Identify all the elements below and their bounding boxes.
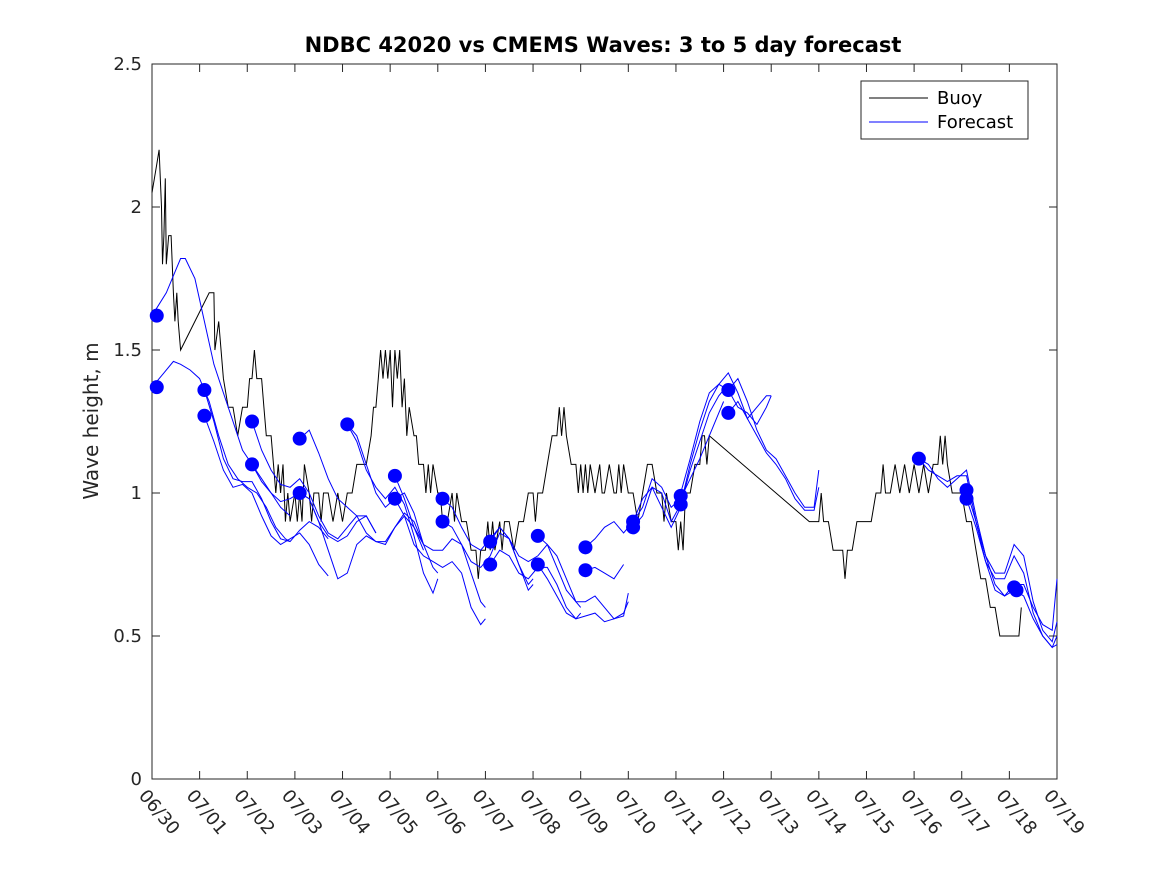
forecast-marker bbox=[387, 491, 402, 506]
forecast-marker bbox=[530, 528, 545, 543]
y-axis-label: Wave height, m bbox=[79, 342, 103, 499]
series-line-forecast bbox=[442, 521, 534, 592]
y-tick-label: 0.5 bbox=[113, 626, 142, 647]
forecast-marker bbox=[340, 417, 355, 432]
legend-box bbox=[860, 80, 1029, 140]
series-line-forecast bbox=[680, 371, 772, 505]
series-line-forecast bbox=[151, 360, 291, 543]
forecast-marker bbox=[911, 451, 926, 466]
plot-area: 00.511.522.5 06/3007/0107/0207/0307/0407… bbox=[113, 54, 1088, 839]
series-line-buoy bbox=[151, 149, 1022, 637]
forecast-marker bbox=[149, 380, 164, 395]
marker-layer bbox=[149, 308, 1024, 598]
forecast-marker bbox=[387, 468, 402, 483]
forecast-marker bbox=[292, 486, 307, 500]
forecast-marker bbox=[578, 540, 593, 555]
y-tick-label: 2 bbox=[131, 197, 142, 218]
series-line-forecast bbox=[203, 389, 329, 543]
forecast-marker bbox=[435, 491, 450, 506]
series-line-forecast bbox=[299, 492, 424, 580]
series-line-forecast bbox=[489, 526, 582, 608]
forecast-marker bbox=[721, 383, 736, 398]
legend: Buoy Forecast bbox=[860, 80, 1029, 140]
series-line-forecast bbox=[203, 415, 329, 577]
forecast-marker bbox=[435, 514, 450, 529]
legend-label-forecast: Forecast bbox=[937, 112, 1013, 133]
forecast-marker bbox=[292, 431, 307, 446]
series-line-forecast bbox=[251, 421, 377, 540]
series-line-forecast bbox=[394, 498, 486, 626]
chart-title: NDBC 42020 vs CMEMS Waves: 3 to 5 day fo… bbox=[305, 33, 902, 57]
forecast-marker bbox=[197, 408, 212, 423]
forecast-marker bbox=[197, 383, 212, 398]
y-tick-label: 1.5 bbox=[113, 340, 142, 361]
series-line-forecast bbox=[299, 429, 424, 551]
y-ticks: 0 0.5 1 1.5 2 2.5 bbox=[113, 54, 1057, 790]
series-line-forecast bbox=[727, 400, 820, 511]
series-line-forecast bbox=[394, 475, 486, 608]
forecast-marker bbox=[483, 557, 498, 572]
forecast-marker bbox=[149, 308, 164, 323]
legend-label-buoy: Buoy bbox=[937, 88, 983, 109]
y-tick-label: 2.5 bbox=[113, 54, 142, 75]
forecast-marker bbox=[578, 563, 593, 578]
forecast-marker bbox=[959, 491, 974, 506]
forecast-marker bbox=[483, 534, 498, 549]
series-line-forecast bbox=[346, 424, 439, 595]
forecast-marker bbox=[1009, 583, 1024, 598]
forecast-marker bbox=[721, 405, 736, 420]
series-line-forecast bbox=[537, 564, 629, 623]
forecast-marker bbox=[530, 557, 545, 572]
forecast-marker bbox=[626, 520, 641, 535]
series-line-forecast bbox=[727, 377, 820, 508]
series-line-forecast bbox=[537, 535, 629, 620]
axes-box bbox=[151, 63, 1058, 780]
forecast-marker bbox=[673, 497, 688, 512]
forecast-marker bbox=[245, 457, 260, 472]
y-tick-label: 0 bbox=[131, 769, 142, 790]
forecast-marker bbox=[245, 414, 260, 429]
series-line-forecast bbox=[151, 258, 291, 517]
y-tick-label: 1 bbox=[131, 483, 142, 504]
